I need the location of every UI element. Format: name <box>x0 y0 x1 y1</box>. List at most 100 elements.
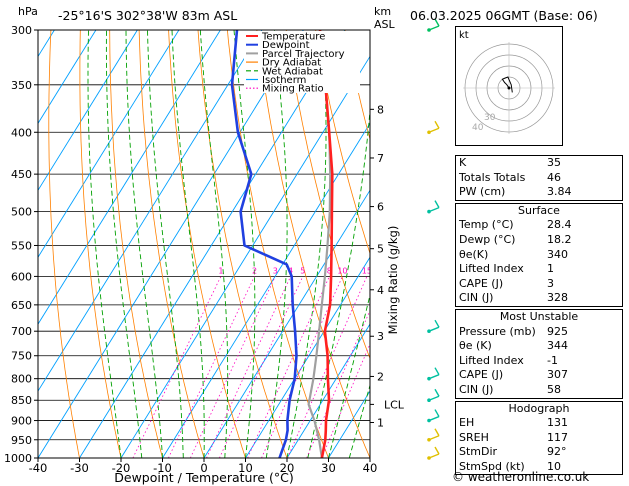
temperature-tick-label: 0 <box>200 461 207 475</box>
mixing-ratio-label: 8 <box>327 266 332 275</box>
most-unstable-value: 344 <box>547 339 568 353</box>
temperature-tick-label: 40 <box>363 461 378 475</box>
hodograph-value: 117 <box>547 430 568 444</box>
surface-title: Surface <box>518 203 560 217</box>
wet-adiabat <box>328 293 370 458</box>
asl-label: ASL <box>374 18 395 31</box>
pressure-tick-label: 300 <box>11 24 32 37</box>
isotherm-line <box>38 30 138 192</box>
dry-adiabat <box>285 30 370 360</box>
isotherm-line <box>79 30 346 458</box>
pressure-tick-label: 1000 <box>4 452 32 465</box>
hodograph-ring-label: 30 <box>484 113 496 123</box>
dry-adiabat <box>256 30 370 458</box>
temperature-tick-label: -20 <box>112 461 131 475</box>
wind-barb-flag <box>434 388 440 397</box>
wet-adiabat <box>286 30 327 458</box>
surface-value: 340 <box>547 247 568 261</box>
legend-item: Dry Adiabat <box>262 58 321 69</box>
surface-row: Temp (°C) 28.4 <box>456 218 622 233</box>
mixing-ratio-line <box>132 276 222 458</box>
pressure-tick-label: 450 <box>11 168 32 181</box>
most-unstable-value: 307 <box>547 368 568 382</box>
surface-label: Temp (°C) <box>459 218 514 232</box>
isotherm-line <box>162 122 370 458</box>
hodograph-ring-label: 40 <box>472 123 484 133</box>
pressure-tick-label: 800 <box>11 373 32 386</box>
surface-row: Lifted Index 1 <box>456 262 622 277</box>
most-unstable-label: CAPE (J) <box>459 368 504 382</box>
hodograph-row: StmSpd (kt) 10 <box>456 460 622 475</box>
wet-adiabat <box>199 30 229 458</box>
km-label: km <box>374 5 392 18</box>
hodograph-label: EH <box>459 416 475 430</box>
hodograph-value: 92° <box>547 445 567 459</box>
isotherm-line <box>38 30 221 326</box>
most-unstable-box: Most Unstable Pressure (mb) 925 θe (K) 344 L… <box>455 308 623 399</box>
mixing-ratio-label: 5 <box>300 266 305 275</box>
pressure-tick-label: 700 <box>11 325 32 338</box>
legend-item: Isotherm <box>262 75 306 86</box>
index-row: PW (cm) 3.84 <box>456 185 622 200</box>
mixing-ratio-label: 15 <box>362 266 372 275</box>
temperature-tick-label: -30 <box>70 461 89 475</box>
wet-adiabat <box>105 30 143 458</box>
km-tick-label: 2 <box>377 370 384 383</box>
plot-area: 1 2 3 4 5 8 10 15 20 25 <box>38 30 372 458</box>
most-unstable-value: 58 <box>547 382 561 396</box>
legend-item: Mixing Ratio <box>262 84 324 95</box>
isotherm-line <box>245 256 370 458</box>
surface-label: CIN (J) <box>459 291 494 305</box>
wet-adiabat <box>125 30 163 458</box>
surface-row: CAPE (J) 3 <box>456 277 622 292</box>
wind-barb-flag <box>434 319 440 328</box>
km-tick-label: 7 <box>377 152 384 165</box>
isotherm-line <box>120 55 370 458</box>
most-unstable-row: CIN (J) 58 <box>456 383 622 398</box>
temperature-profile <box>318 30 334 458</box>
wind-barb-base <box>427 209 431 214</box>
mixing-ratio-line <box>219 276 304 458</box>
wind-barb-base <box>427 130 431 135</box>
dry-adiabat <box>138 30 205 458</box>
surface-value: 3 <box>547 276 554 290</box>
mixing-ratio-label: 2 <box>252 266 257 275</box>
index-value: 35 <box>547 156 561 169</box>
mixing-ratio-axis-label: Mixing Ratio (g/kg) <box>386 226 400 335</box>
most-unstable-row: Lifted Index -1 <box>456 354 622 369</box>
hodograph-title: Hodograph <box>508 401 570 415</box>
mixing-ratio-label: 10 <box>337 266 347 275</box>
most-unstable-title: Most Unstable <box>499 309 579 323</box>
pressure-tick-label: 350 <box>11 79 32 92</box>
temperature-tick-label: -40 <box>29 461 48 475</box>
wind-barb-base <box>427 418 431 423</box>
hodograph-box: Hodograph EH 131 SREH 117 StmDir 92° StmSpd (k… <box>455 400 623 476</box>
x-axis-label: Dewpoint / Temperature (°C) <box>114 470 293 485</box>
isotherm-line <box>38 30 180 259</box>
legend-item: Dewpoint <box>262 40 310 51</box>
hodograph-label: SREH <box>459 430 489 444</box>
dry-adiabat <box>109 30 163 458</box>
surface-value: 1 <box>547 262 554 276</box>
wind-barb-base <box>427 456 431 460</box>
index-value: 46 <box>547 170 561 184</box>
wind-barb-flag <box>434 18 440 27</box>
isotherm-line <box>203 189 370 458</box>
km-tick-label: 1 <box>377 417 384 430</box>
hodograph-value: 131 <box>547 416 568 430</box>
most-unstable-label: Pressure (mb) <box>459 324 536 338</box>
wind-barb-flag <box>434 428 440 437</box>
most-unstable-value: 925 <box>547 324 568 338</box>
surface-box: Surface Temp (°C) 28.4 Dewp (°C) 18.2 θe(K) 3… <box>455 202 623 307</box>
dewpoint-profile <box>230 30 298 458</box>
most-unstable-value: -1 <box>547 353 558 367</box>
pressure-tick-label: 400 <box>11 126 32 139</box>
wind-barb-flag <box>434 367 440 376</box>
hodograph-kt-label: kt <box>459 30 469 41</box>
hodograph-row: StmDir 92° <box>456 445 622 460</box>
mixing-ratio-label: 3 <box>273 266 278 275</box>
wet-adiabat <box>171 30 205 458</box>
temperature-tick-label: 10 <box>238 461 253 475</box>
hodograph-label: StmDir <box>459 445 498 459</box>
